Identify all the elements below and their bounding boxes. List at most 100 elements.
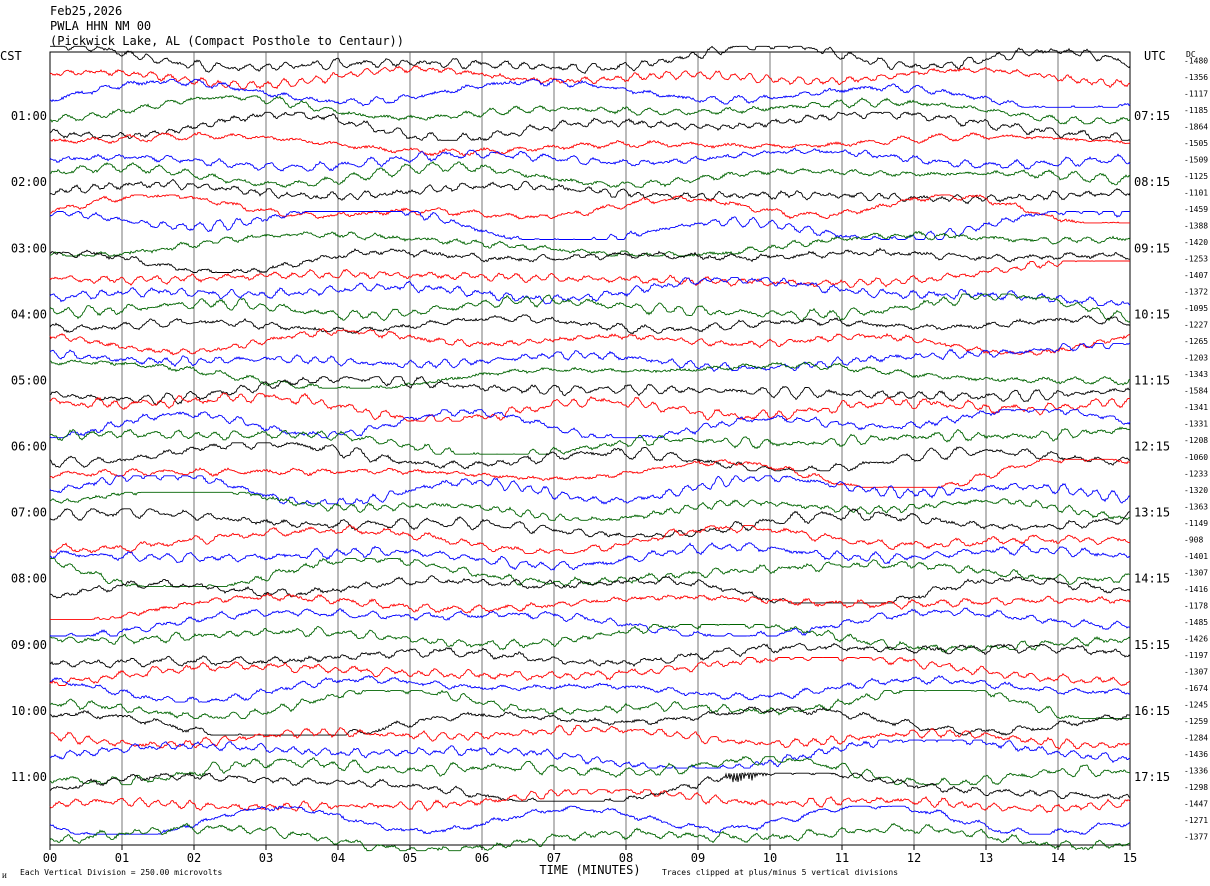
dc-offset-label: -1407 (1184, 271, 1208, 280)
seismic-trace (49, 607, 1131, 637)
seismic-trace (49, 131, 1131, 157)
dc-offset-label: -1331 (1184, 420, 1208, 429)
label-group: -1480 -1356 -1117 -1185 -1864 -1505 -1509 -1125… (0, 49, 1208, 881)
seismic-trace (49, 542, 1131, 571)
x-tick-label: 10 (763, 851, 777, 865)
dc-offset-label: -1307 (1184, 668, 1208, 677)
seismic-trace (49, 65, 1131, 91)
header-date: Feb25,2026 (50, 4, 123, 18)
x-axis-label: TIME (MINUTES) (539, 863, 640, 877)
seismic-trace (50, 592, 1131, 620)
dc-offset-label: -1227 (1184, 321, 1208, 330)
seismic-trace (49, 689, 1130, 720)
x-tick-label: 12 (907, 851, 921, 865)
seismic-trace (49, 111, 1131, 142)
left-hour-label: 11:00 (11, 770, 47, 784)
x-tick-label: 14 (1051, 851, 1065, 865)
dc-offset-label: -908 (1184, 535, 1203, 544)
seismic-trace (49, 771, 1131, 802)
right-hour-label: 09:15 (1134, 241, 1170, 255)
seismic-trace (49, 161, 1131, 189)
dc-offset-label: -1436 (1184, 750, 1208, 759)
dc-offset-label: -1363 (1184, 502, 1208, 511)
dc-offset-label: -1584 (1184, 387, 1208, 396)
right-hour-label: 17:15 (1134, 770, 1170, 784)
dc-offset-label: -1401 (1184, 552, 1208, 561)
seismic-trace (49, 524, 1131, 555)
dc-offset-label: -1284 (1184, 734, 1208, 743)
right-hour-label: 07:15 (1134, 109, 1170, 123)
dc-offset-label: -1101 (1184, 188, 1208, 197)
dc-offset-label: -1208 (1184, 436, 1208, 445)
seismic-trace (49, 458, 1130, 488)
x-tick-label: 15 (1123, 851, 1137, 865)
dc-offset-label: -1372 (1184, 288, 1208, 297)
seismic-trace (49, 230, 1131, 257)
seismic-trace (49, 95, 1131, 125)
dc-offset-label: -1178 (1184, 601, 1208, 610)
seismic-trace (49, 293, 1131, 323)
seismic-trace (49, 739, 1131, 769)
seismic-trace (49, 508, 1131, 538)
seismic-trace (49, 557, 1130, 588)
dc-offset-label: -1197 (1184, 651, 1208, 660)
seismic-trace (49, 147, 1131, 172)
right-hour-label: 15:15 (1134, 638, 1170, 652)
left-hour-label: 07:00 (11, 506, 47, 520)
x-tick-label: 00 (43, 851, 57, 865)
dc-offset-label: -1265 (1184, 337, 1208, 346)
left-hour-label: 04:00 (11, 307, 47, 321)
dc-offset-label: -1674 (1184, 684, 1208, 693)
seismic-trace (49, 276, 1131, 307)
seismic-trace (49, 210, 1130, 241)
dc-offset-label: -1426 (1184, 634, 1208, 643)
seismic-trace (49, 788, 1131, 814)
left-hour-label: 05:00 (11, 373, 47, 387)
dc-offset-label: -1509 (1184, 155, 1208, 164)
dc-offset-label: -1505 (1184, 139, 1208, 148)
dc-offset-label: -1095 (1184, 304, 1208, 313)
dc-offset-label: -1117 (1184, 89, 1208, 98)
dc-offset-label: -1233 (1184, 469, 1208, 478)
dc-offset-label: -1203 (1184, 354, 1208, 363)
seismic-trace (49, 656, 1131, 687)
dc-offset-label: -1253 (1184, 255, 1208, 264)
x-tick-label: 05 (403, 851, 417, 865)
dc-offset-label: -1447 (1184, 800, 1208, 809)
x-tick-label: 11 (835, 851, 849, 865)
dc-offset-label: -1388 (1184, 221, 1208, 230)
dc-offset-label: -1480 (1184, 56, 1208, 65)
left-hour-label: 06:00 (11, 440, 47, 454)
dc-offset-label: -1185 (1184, 106, 1208, 115)
seismic-trace (49, 359, 1131, 389)
dc-offset-label: -1060 (1184, 453, 1208, 462)
seismic-trace (49, 822, 1131, 852)
seismic-trace (49, 408, 1131, 439)
header-location: (Pickwick Lake, AL (Compact Posthole to … (50, 34, 405, 48)
seismic-trace (50, 194, 1130, 224)
dc-offset-label: -1298 (1184, 783, 1208, 792)
x-tick-label: 08 (619, 851, 633, 865)
left-hour-label: 02:00 (11, 175, 47, 189)
right-hour-label: 08:15 (1134, 175, 1170, 189)
seismic-trace (49, 260, 1130, 289)
seismic-trace (49, 426, 1131, 455)
dc-column-label: DC (1186, 50, 1196, 59)
left-timezone-label: CST (0, 49, 22, 63)
corner-mark: ᴎ (2, 871, 7, 881)
dc-offset-label: -1459 (1184, 205, 1208, 214)
right-hour-label: 14:15 (1134, 572, 1170, 586)
dc-offset-label: -1864 (1184, 122, 1208, 131)
seismic-trace (49, 642, 1131, 669)
dc-offset-label: -1125 (1184, 172, 1208, 181)
x-tick-label: 02 (187, 851, 201, 865)
seismic-trace (49, 475, 1131, 505)
dc-offset-label: -1356 (1184, 73, 1208, 82)
seismic-trace (49, 706, 1131, 736)
x-tick-label: 09 (691, 851, 705, 865)
plot-frame (49, 51, 1131, 846)
left-hour-label: 08:00 (11, 572, 47, 586)
seismic-trace (49, 724, 1131, 750)
left-hour-label: 09:00 (11, 638, 47, 652)
seismic-trace (49, 805, 1131, 835)
